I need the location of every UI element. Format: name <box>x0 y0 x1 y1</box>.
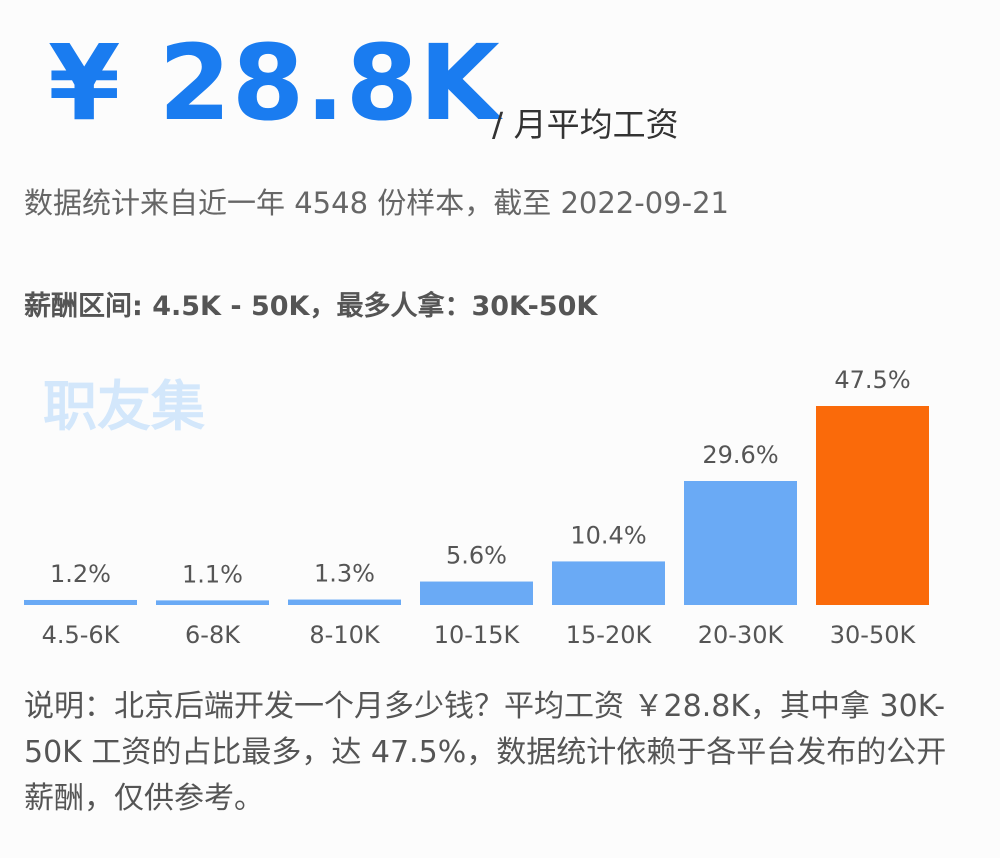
x-tick-label: 20-30K <box>698 621 785 649</box>
x-tick-label: 30-50K <box>830 621 917 649</box>
x-tick-label: 6-8K <box>185 621 241 649</box>
bar <box>816 406 929 605</box>
value-label: 1.3% <box>314 560 375 588</box>
x-tick-label: 15-20K <box>566 621 653 649</box>
bar <box>420 581 533 605</box>
value-label: 1.2% <box>50 560 111 588</box>
value-label: 5.6% <box>446 542 507 570</box>
description: 说明：北京后端开发一个月多少钱？平均工资 ￥28.8K，其中拿 30K-50K … <box>24 689 947 816</box>
bar <box>684 480 797 605</box>
bar <box>156 600 269 605</box>
watermark: 职友集 <box>43 375 205 438</box>
value-label: 47.5% <box>834 366 910 394</box>
salary-unit: / 月平均工资 <box>492 105 679 144</box>
bar <box>24 599 137 605</box>
x-tick-label: 4.5-6K <box>42 621 121 649</box>
average-salary: ¥ 28.8K <box>48 22 501 144</box>
sample-note: 数据统计来自近一年 4548 份样本，截至 2022-09-21 <box>24 186 729 220</box>
chart: 职友集 1.2% 4.5-6K 1.1% 6-8K 1.3% 8-10K 5.6% 10-15… <box>24 366 929 649</box>
x-tick-label: 8-10K <box>309 621 380 649</box>
value-label: 10.4% <box>570 521 646 549</box>
bar <box>552 561 665 605</box>
salary-range: 薪酬区间: 4.5K - 50K，最多人拿：30K-50K <box>24 291 598 322</box>
value-label: 29.6% <box>702 441 778 469</box>
bar <box>288 599 401 605</box>
value-label: 1.1% <box>182 560 243 588</box>
x-tick-label: 10-15K <box>434 621 521 649</box>
